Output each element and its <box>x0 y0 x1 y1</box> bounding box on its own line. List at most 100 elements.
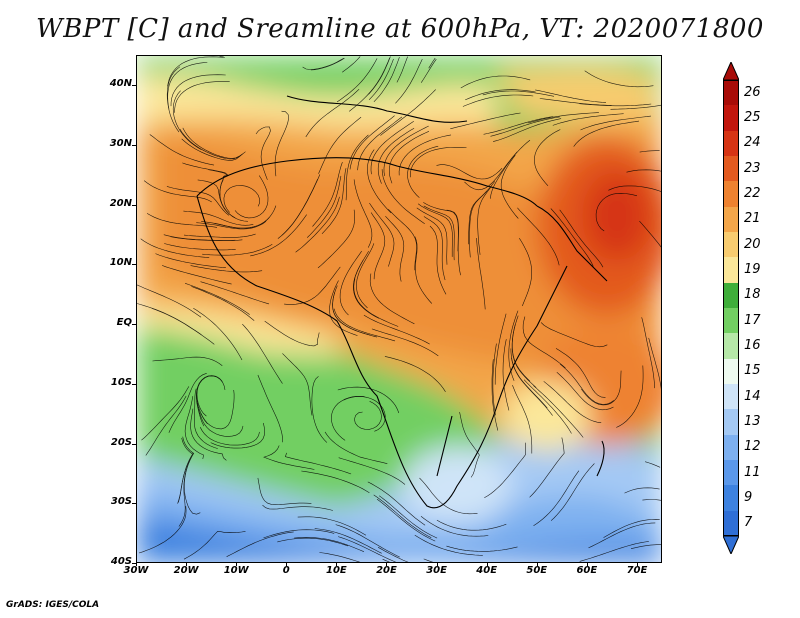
streamline <box>277 537 349 547</box>
streamline <box>263 445 315 470</box>
streamline <box>342 56 361 73</box>
streamline <box>321 168 347 235</box>
streamline <box>573 120 640 147</box>
colorbar-swatch <box>723 257 739 284</box>
streamline <box>384 356 446 392</box>
streamline <box>428 57 436 69</box>
streamline <box>648 337 661 390</box>
colorbar-label: 14 <box>744 388 761 404</box>
streamline <box>363 314 430 345</box>
streamline <box>484 442 526 498</box>
streamline <box>373 57 400 103</box>
streamline <box>312 162 343 227</box>
streamline <box>588 522 656 549</box>
streamline <box>336 58 378 103</box>
lat-tick <box>132 503 136 505</box>
streamline <box>190 265 263 273</box>
streamline <box>294 536 365 552</box>
streamline <box>580 115 651 131</box>
streamline <box>174 81 230 113</box>
colorbar-bottom-arrow <box>723 536 739 554</box>
streamline <box>345 134 369 201</box>
streamline <box>263 529 335 539</box>
streamline <box>181 138 246 161</box>
streamline-layer <box>137 56 661 562</box>
colorbar-top-arrow <box>723 62 739 80</box>
streamline <box>616 365 644 428</box>
streamline <box>257 374 283 443</box>
colorbar-label: 13 <box>744 414 761 429</box>
colorbar-swatch <box>723 434 739 461</box>
lon-label: 40E <box>476 565 498 576</box>
streamline <box>140 238 210 258</box>
streamline <box>210 422 265 449</box>
streamline <box>543 381 602 423</box>
streamline <box>149 134 215 166</box>
streamline <box>367 481 426 526</box>
streamline <box>274 110 289 177</box>
colorbar-label: 9 <box>744 490 753 505</box>
streamline <box>183 452 201 515</box>
colorbar-swatch <box>723 384 739 410</box>
streamline <box>579 541 649 562</box>
streamline <box>493 118 562 142</box>
streamline <box>414 534 483 556</box>
streamline <box>491 359 499 431</box>
streamline <box>512 384 533 454</box>
streamline <box>330 396 365 441</box>
lat-tick <box>132 204 136 206</box>
streamline <box>152 308 215 345</box>
streamline <box>383 125 429 176</box>
streamline <box>460 75 531 89</box>
lon-tick <box>586 562 588 566</box>
streamline <box>556 371 614 411</box>
streamline <box>387 208 417 271</box>
streamline <box>370 121 414 175</box>
colorbar-label: 22 <box>744 186 761 201</box>
streamline <box>354 401 382 430</box>
lon-label: 60E <box>576 565 598 576</box>
streamline <box>423 205 455 261</box>
streamline <box>420 59 437 83</box>
lat-label: 40S <box>110 556 132 567</box>
streamline <box>317 209 356 269</box>
streamline <box>388 131 430 184</box>
streamline <box>540 322 608 348</box>
colorbar-label: 26 <box>744 84 761 100</box>
streamline <box>143 180 212 203</box>
lon-tick <box>636 562 638 566</box>
streamline <box>311 376 328 443</box>
streamline <box>639 150 660 153</box>
streamline <box>482 90 555 97</box>
colorbar-swatch <box>723 333 739 360</box>
streamline <box>468 181 496 245</box>
streamline <box>490 116 560 137</box>
lat-label: 40N <box>109 78 132 89</box>
lat-tick <box>132 563 136 564</box>
streamline <box>446 209 461 276</box>
streamline <box>337 386 400 414</box>
streamline <box>377 547 409 562</box>
coastline-layer <box>196 95 608 509</box>
lat-label: 20S <box>110 436 132 448</box>
lon-tick <box>386 562 388 566</box>
streamline <box>417 203 453 257</box>
lat-tick <box>132 144 136 146</box>
streamline <box>295 196 340 253</box>
streamline <box>368 58 394 101</box>
lat-tick <box>132 324 136 325</box>
streamline <box>465 89 536 101</box>
streamline <box>190 408 227 461</box>
lon-label: 20E <box>376 565 397 576</box>
streamline <box>436 519 507 531</box>
streamline <box>414 236 433 304</box>
streamline <box>529 437 565 498</box>
lon-tick <box>486 562 488 566</box>
streamline <box>522 316 566 369</box>
streamline <box>200 281 270 305</box>
streamline <box>494 313 507 385</box>
lon-tick <box>236 562 238 566</box>
streamline <box>370 212 386 280</box>
streamline <box>196 375 226 417</box>
streamline <box>608 185 661 192</box>
